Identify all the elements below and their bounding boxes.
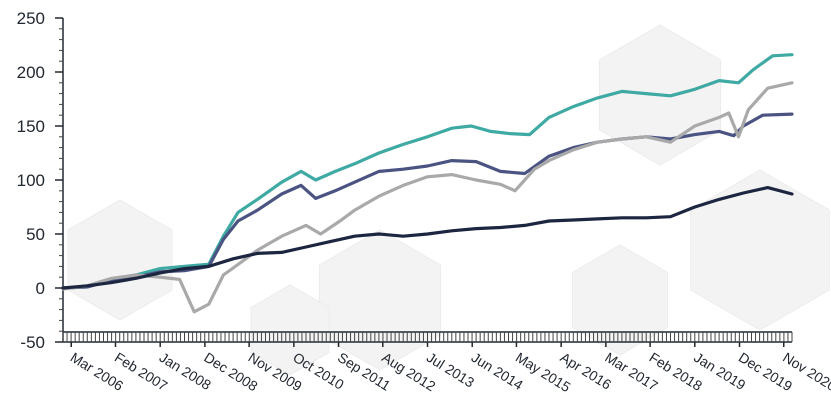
background-hexagon-4 <box>571 244 669 356</box>
y-tick-label: 100 <box>17 171 45 190</box>
background-hexagon-1 <box>318 229 442 371</box>
series-line-3 <box>61 186 794 290</box>
y-tick-label: -50 <box>20 333 45 352</box>
y-tick-label: 200 <box>17 63 45 82</box>
y-axis-ticks: -50 0 50 100 150 200 250 <box>17 9 63 352</box>
series-line-2 <box>61 81 794 314</box>
y-tick-label: 50 <box>26 225 45 244</box>
y-tick-label: 150 <box>17 117 45 136</box>
background-hexagon-5 <box>250 284 330 376</box>
background-hexagon-3 <box>690 169 830 331</box>
y-tick-label: 0 <box>36 279 45 298</box>
background-hexagon-0 <box>67 199 173 321</box>
y-tick-label: 250 <box>17 9 45 28</box>
series-line-0 <box>61 53 794 290</box>
series-layer <box>61 53 794 314</box>
